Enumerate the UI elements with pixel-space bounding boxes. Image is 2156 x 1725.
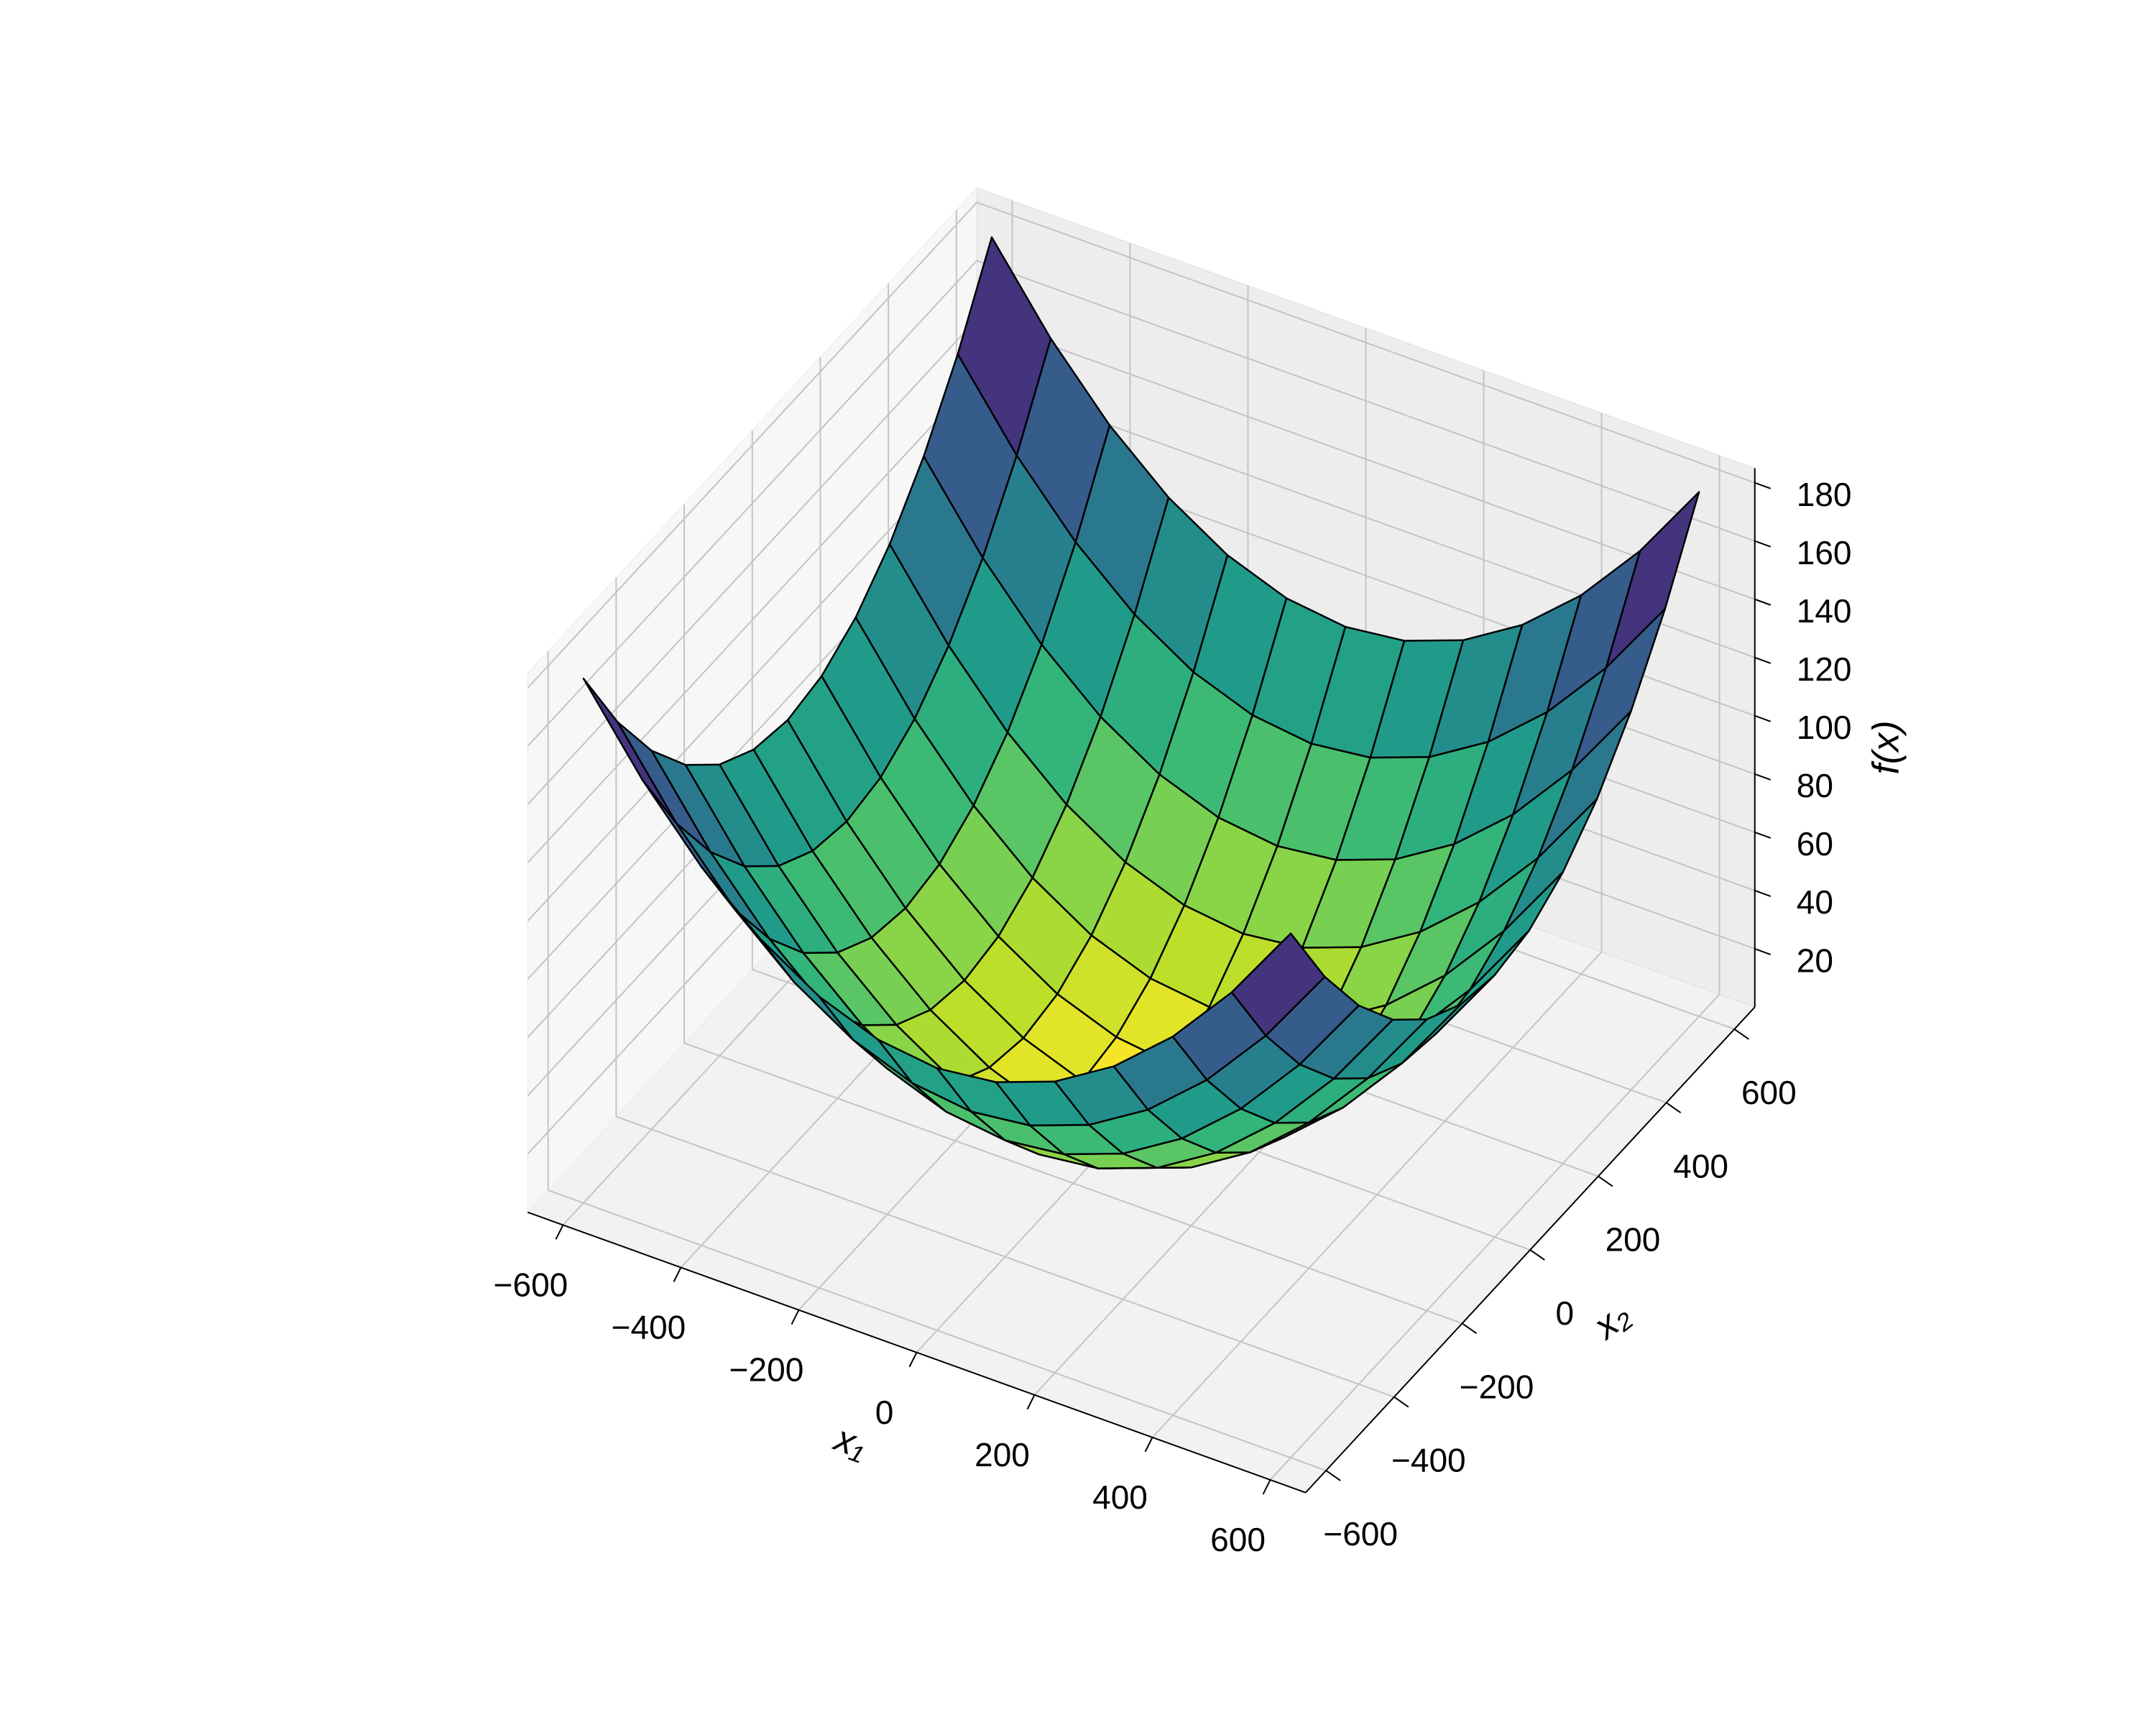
grid-line <box>976 259 1756 542</box>
tick-mark <box>555 1224 564 1240</box>
x-tick-label: −400 <box>612 1309 686 1346</box>
x-tick-label: 0 <box>875 1394 894 1431</box>
x-axis-label: x₁ <box>827 1417 872 1467</box>
z-tick-label: 60 <box>1797 825 1833 862</box>
grid-line <box>527 260 977 747</box>
grid-line <box>527 377 977 863</box>
axes: −600 −400 −200 0 200 400 600 −600 −400 −200 0 200 40… <box>494 468 1852 1558</box>
grid-line <box>548 1189 1327 1471</box>
tick-mark <box>1666 1102 1682 1114</box>
x-tick-label: −200 <box>729 1351 804 1389</box>
z-tick-label: 180 <box>1797 476 1852 513</box>
tick-mark <box>673 1267 682 1282</box>
z-tick-label: 140 <box>1797 592 1852 630</box>
tick-mark <box>1461 1322 1478 1335</box>
z-tick-label: 80 <box>1797 767 1833 804</box>
tick-mark <box>1754 482 1772 489</box>
x-tick-label: 200 <box>975 1436 1030 1473</box>
z-tick-label: 40 <box>1797 883 1833 921</box>
y-tick-label: −600 <box>1323 1515 1398 1552</box>
tick-mark <box>908 1352 918 1368</box>
tick-mark <box>1754 656 1772 664</box>
tick-mark <box>1529 1249 1545 1261</box>
x-tick-label: −600 <box>494 1266 568 1304</box>
surface-patch <box>1230 932 1326 1037</box>
tick-mark <box>1598 1175 1613 1187</box>
surface-patch <box>582 677 678 824</box>
x-tick-label: 400 <box>1092 1478 1148 1516</box>
y-axis-label: x₂ <box>1585 1294 1638 1348</box>
y-tick-label: 0 <box>1555 1294 1574 1332</box>
tick-mark <box>1754 598 1772 606</box>
grid-line <box>527 201 977 689</box>
tick-mark <box>1754 540 1772 548</box>
tick-mark <box>1754 773 1772 781</box>
z-tick-label: 20 <box>1797 942 1833 979</box>
x-tick-label: 600 <box>1210 1521 1266 1558</box>
tick-mark <box>1325 1470 1341 1481</box>
z-tick-label: 120 <box>1797 650 1852 688</box>
grid-line <box>683 1042 1462 1325</box>
z-axis-label: f(x) <box>1866 720 1907 774</box>
surface <box>582 236 1700 1169</box>
tick-mark <box>1393 1396 1409 1408</box>
tick-mark <box>1754 948 1772 956</box>
grid-line <box>527 318 977 805</box>
tick-mark <box>791 1310 800 1325</box>
tick-mark <box>1754 714 1772 722</box>
tick-mark <box>1144 1437 1153 1453</box>
tick-mark <box>1733 1029 1749 1040</box>
y-tick-label: −400 <box>1391 1442 1466 1479</box>
grid-line <box>616 1116 1395 1398</box>
y-tick-label: 200 <box>1606 1221 1661 1259</box>
y-tick-label: 400 <box>1673 1147 1728 1184</box>
y-tick-label: 600 <box>1741 1074 1797 1111</box>
tick-mark <box>1754 832 1772 839</box>
z-tick-label: 100 <box>1797 709 1852 746</box>
grid-line <box>976 201 1756 484</box>
tick-mark <box>1262 1479 1271 1495</box>
tick-mark <box>1754 890 1772 897</box>
tick-mark <box>1026 1394 1036 1410</box>
y-tick-label: −200 <box>1460 1368 1534 1405</box>
grid-line <box>976 318 1756 600</box>
z-tick-label: 160 <box>1797 534 1852 571</box>
